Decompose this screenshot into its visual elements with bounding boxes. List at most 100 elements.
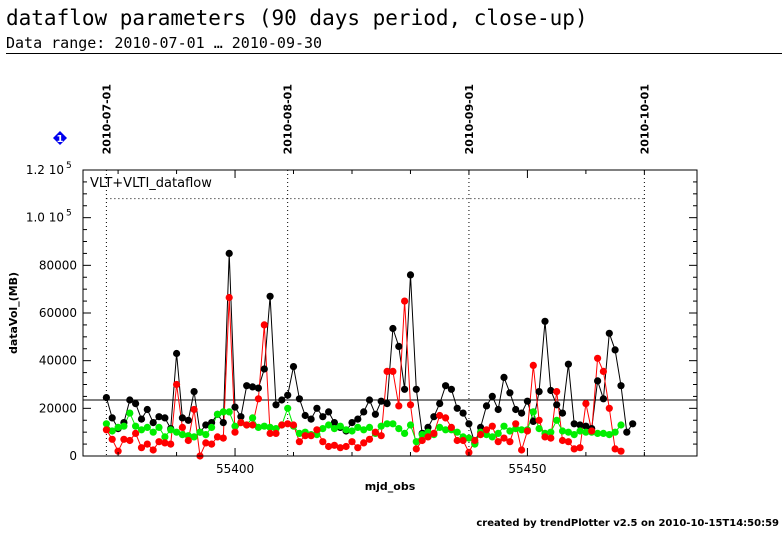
data-point <box>459 436 467 445</box>
data-point <box>377 422 385 430</box>
data-point <box>547 428 555 436</box>
data-point <box>272 401 280 409</box>
data-point <box>553 416 561 424</box>
data-point <box>272 429 280 437</box>
data-point <box>371 428 379 436</box>
data-point <box>202 439 210 447</box>
data-point <box>213 410 222 418</box>
data-point <box>243 382 251 390</box>
data-point <box>284 420 292 428</box>
data-point <box>477 431 485 439</box>
y-tick-label: 60000 <box>39 306 77 320</box>
data-point <box>161 433 169 441</box>
date-marker-label: 2010-09-01 <box>463 84 476 154</box>
data-point <box>173 428 181 436</box>
data-point <box>401 429 409 437</box>
data-point <box>459 409 467 417</box>
date-marker-label: 2010-10-01 <box>638 84 651 154</box>
data-point <box>599 367 608 375</box>
series-layer <box>102 249 637 460</box>
data-point <box>325 442 333 451</box>
data-point <box>512 405 520 414</box>
data-point <box>325 421 333 429</box>
data-point <box>219 419 227 427</box>
data-point <box>219 408 227 416</box>
data-point <box>336 444 344 452</box>
data-point <box>132 429 140 437</box>
data-point <box>535 425 543 433</box>
data-point <box>208 423 216 431</box>
data-point <box>114 447 122 455</box>
data-point <box>488 422 496 430</box>
data-point <box>108 414 116 422</box>
series-points-red <box>102 293 625 460</box>
data-point <box>336 422 344 430</box>
data-point <box>102 394 110 402</box>
data-point <box>576 421 584 429</box>
data-point <box>412 385 420 393</box>
data-point <box>594 429 602 437</box>
date-marker-label: 2010-08-01 <box>282 84 295 154</box>
data-point <box>190 388 198 396</box>
data-point <box>108 435 116 443</box>
data-point <box>506 438 514 446</box>
data-point <box>389 420 397 428</box>
data-point <box>611 346 619 354</box>
data-point <box>436 411 444 420</box>
data-point <box>348 419 356 427</box>
data-point <box>143 440 151 448</box>
data-point <box>412 438 420 446</box>
data-point <box>184 436 192 445</box>
data-point <box>418 436 426 445</box>
data-point <box>330 425 338 433</box>
data-point <box>319 425 327 433</box>
data-point <box>570 420 578 428</box>
data-point <box>494 438 502 446</box>
data-point <box>284 391 292 399</box>
y-axis-label: dataVol_(MB) <box>7 272 20 354</box>
data-point <box>102 426 110 434</box>
data-point <box>383 400 391 408</box>
data-point <box>289 363 298 371</box>
data-point <box>371 410 379 418</box>
data-point <box>377 397 385 405</box>
data-point <box>301 411 309 420</box>
data-point <box>178 431 186 439</box>
data-point <box>453 404 461 412</box>
data-point <box>430 429 438 437</box>
guide-lines: 2010-07-01 2010-08-01 2010-09-01 2010-10-01 <box>83 84 697 456</box>
marker-badge-label: 1 <box>57 134 64 145</box>
data-point <box>547 386 555 395</box>
data-point <box>120 422 128 430</box>
data-point <box>383 420 391 428</box>
data-point <box>558 436 567 445</box>
data-point <box>611 428 619 436</box>
data-point <box>453 428 461 436</box>
data-point <box>254 384 262 392</box>
data-point <box>137 426 146 434</box>
data-point <box>354 423 362 431</box>
data-point <box>260 422 268 430</box>
data-point <box>482 402 491 410</box>
data-point <box>360 408 368 416</box>
data-point <box>278 421 286 429</box>
data-point <box>570 445 578 453</box>
data-point <box>547 434 555 442</box>
data-point <box>529 417 537 425</box>
data-point <box>184 416 192 424</box>
data-point <box>284 404 292 412</box>
data-point <box>512 420 520 428</box>
data-point <box>342 426 350 434</box>
data-point <box>564 360 573 368</box>
data-point <box>442 426 450 434</box>
data-point <box>518 426 526 434</box>
data-point <box>190 433 198 441</box>
data-point <box>126 396 134 404</box>
data-point <box>500 373 508 381</box>
data-point <box>535 416 543 424</box>
data-point <box>599 429 608 437</box>
data-point <box>558 409 567 417</box>
data-point <box>471 436 479 445</box>
panel-label: VLT+VLTI_dataflow <box>90 176 212 191</box>
